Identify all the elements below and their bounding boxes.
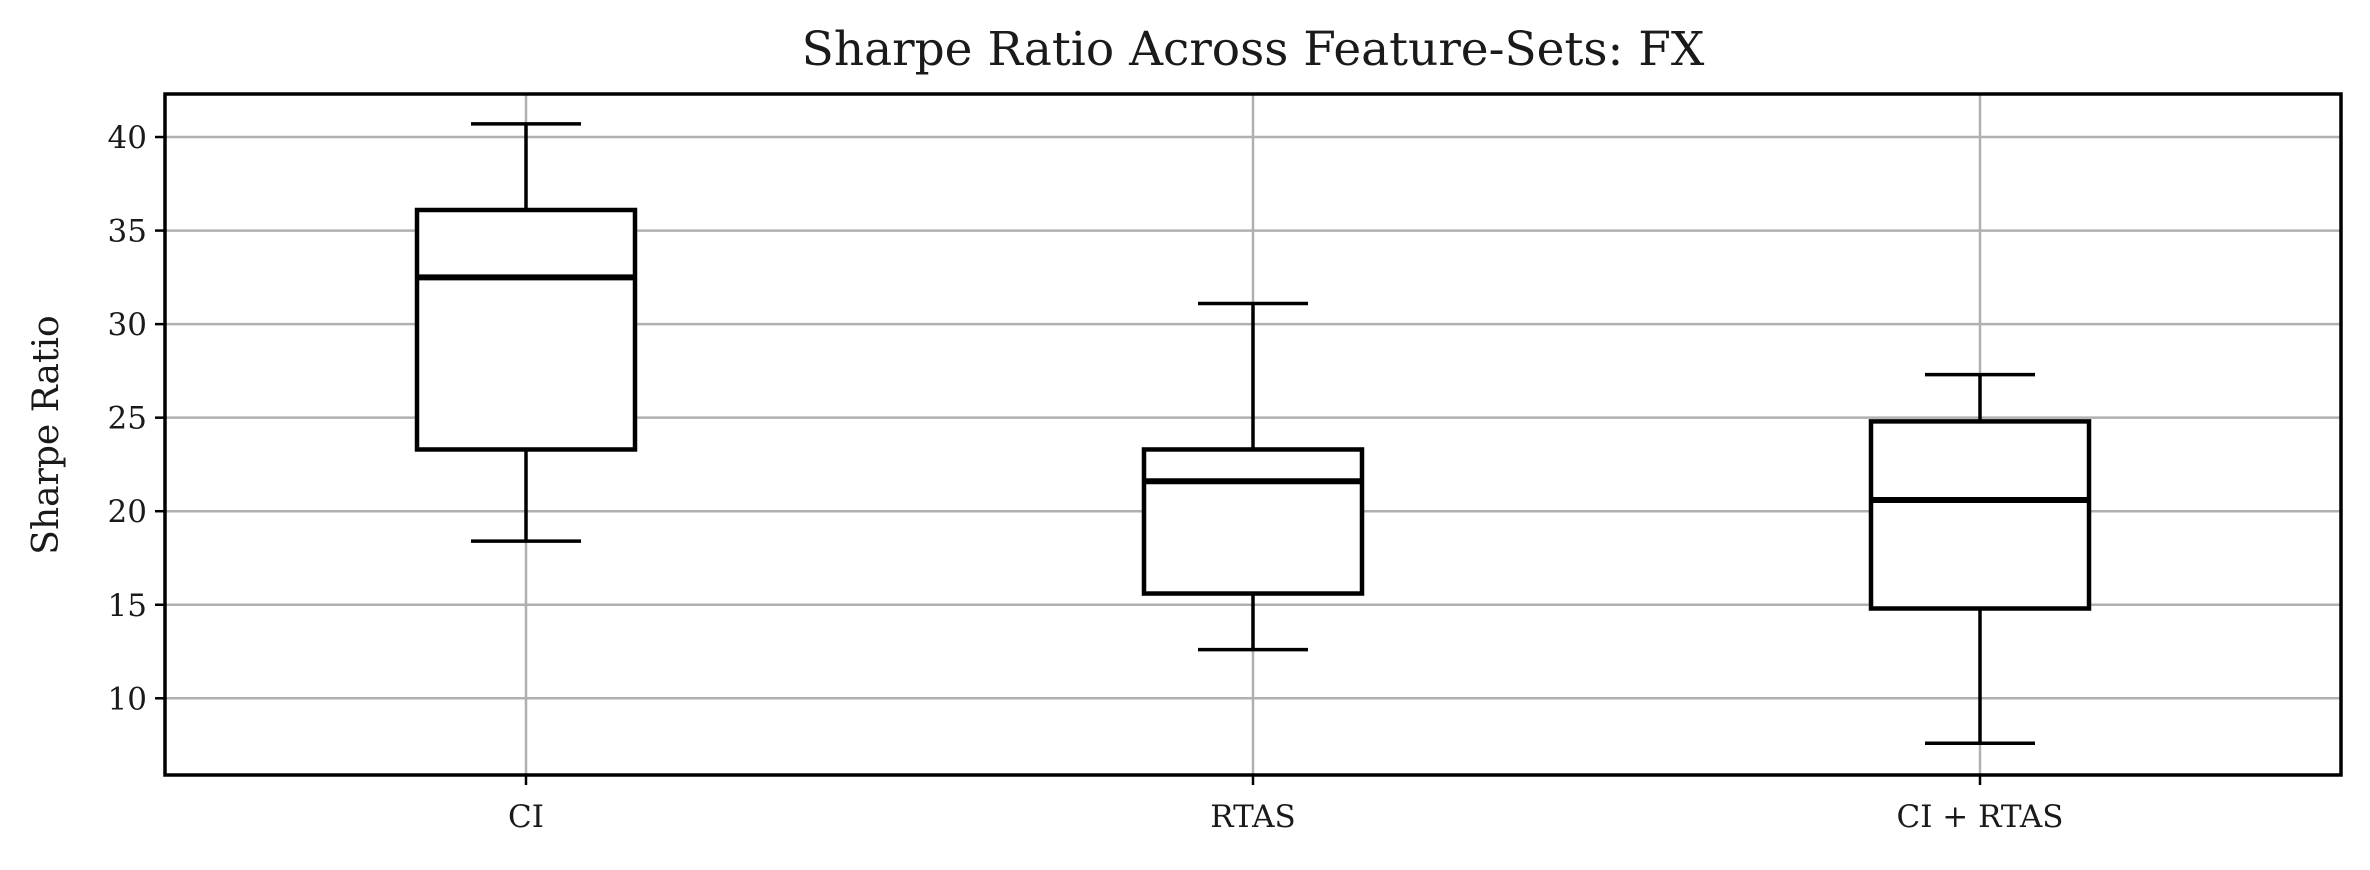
x-tick-label-1: RTAS <box>1210 799 1295 835</box>
box-iqr-2 <box>1868 419 2092 611</box>
box-group-0 <box>414 122 638 543</box>
x-tick-label-0: CI <box>508 799 544 835</box>
y-tick-label-30: 30 <box>108 307 147 343</box>
box-iqr-1 <box>1141 447 1365 596</box>
y-tick-label-10: 10 <box>108 681 147 717</box>
box-group-1 <box>1141 301 1365 652</box>
y-tick-label-20: 20 <box>108 494 147 530</box>
x-tick-label-2: CI + RTAS <box>1896 799 2063 835</box>
y-tick-label-35: 35 <box>108 214 147 250</box>
box-group-2 <box>1868 372 2092 745</box>
y-tick-label-40: 40 <box>108 120 147 156</box>
tick-layer: 10 15 20 25 30 35 40 CI RTAS CI + RTAS <box>108 120 2064 835</box>
chart-title: Sharpe Ratio Across Feature-Sets: FX <box>802 22 1705 77</box>
y-axis-label: Sharpe Ratio <box>26 315 67 554</box>
box-layer <box>414 122 2092 745</box>
y-tick-label-15: 15 <box>108 588 147 624</box>
box-iqr-0 <box>414 207 638 452</box>
y-tick-label-25: 25 <box>108 401 147 437</box>
